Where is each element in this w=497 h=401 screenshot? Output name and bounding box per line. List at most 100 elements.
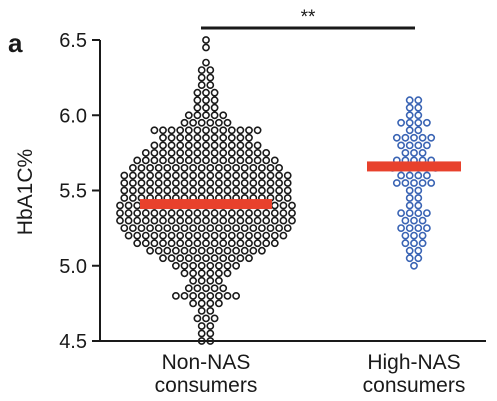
data-point bbox=[223, 261, 232, 270]
data-point bbox=[133, 216, 142, 225]
data-point bbox=[193, 209, 202, 217]
data-point bbox=[171, 179, 180, 187]
data-point bbox=[405, 224, 414, 232]
data-point bbox=[210, 111, 219, 120]
data-point bbox=[154, 224, 163, 232]
data-point bbox=[210, 284, 219, 293]
data-point bbox=[193, 231, 202, 240]
data-point bbox=[128, 186, 137, 195]
data-point bbox=[184, 111, 193, 120]
data-point bbox=[189, 299, 197, 308]
data-point bbox=[283, 171, 292, 180]
data-point bbox=[176, 141, 185, 150]
data-point bbox=[236, 156, 245, 165]
data-point bbox=[262, 209, 271, 217]
data-point bbox=[189, 224, 197, 232]
data-point bbox=[116, 201, 124, 210]
data-point bbox=[270, 209, 279, 217]
x-label-non-nas-line2: consumers bbox=[155, 374, 258, 397]
data-point bbox=[154, 186, 163, 195]
data-point bbox=[249, 246, 258, 255]
data-point bbox=[253, 156, 262, 165]
data-point bbox=[167, 156, 176, 165]
data-point bbox=[266, 224, 275, 232]
data-point bbox=[249, 179, 258, 187]
data-point bbox=[159, 209, 167, 217]
data-point bbox=[214, 299, 223, 308]
data-point bbox=[197, 291, 206, 300]
data-point bbox=[206, 299, 215, 308]
data-point bbox=[262, 156, 271, 165]
data-point bbox=[128, 194, 137, 202]
data-point bbox=[257, 179, 266, 187]
panel-label: a bbox=[8, 28, 23, 58]
data-point bbox=[240, 179, 249, 187]
y-tick-label: 5.0 bbox=[59, 256, 87, 278]
data-point bbox=[427, 133, 436, 142]
data-point bbox=[171, 171, 180, 180]
data-point bbox=[405, 246, 414, 255]
data-point bbox=[401, 239, 410, 248]
data-point bbox=[202, 58, 210, 67]
data-point bbox=[249, 186, 258, 195]
data-point bbox=[176, 209, 185, 217]
data-point bbox=[418, 239, 427, 248]
data-point bbox=[150, 216, 159, 225]
data-point bbox=[401, 133, 410, 142]
data-point bbox=[197, 66, 206, 74]
data-point bbox=[414, 209, 423, 217]
data-point bbox=[193, 216, 202, 225]
data-point bbox=[159, 254, 167, 263]
data-point bbox=[219, 133, 228, 142]
data-point bbox=[180, 163, 189, 172]
data-point bbox=[288, 209, 296, 217]
data-point bbox=[232, 186, 240, 195]
data-point bbox=[210, 156, 219, 165]
data-point bbox=[189, 269, 197, 278]
data-point bbox=[283, 186, 292, 195]
data-point bbox=[146, 224, 154, 232]
data-point bbox=[236, 239, 245, 248]
data-point bbox=[210, 141, 219, 150]
data-point bbox=[133, 201, 142, 210]
data-point bbox=[128, 163, 137, 172]
data-point bbox=[197, 269, 206, 278]
data-point bbox=[180, 224, 189, 232]
data-point bbox=[240, 224, 249, 232]
data-point bbox=[202, 133, 210, 142]
data-point bbox=[150, 126, 159, 135]
data-point bbox=[171, 186, 180, 195]
data-point bbox=[163, 179, 172, 187]
data-point bbox=[210, 231, 219, 240]
data-point bbox=[167, 133, 176, 142]
data-point bbox=[257, 171, 266, 180]
data-point bbox=[189, 291, 197, 300]
data-point bbox=[405, 96, 414, 105]
data-point bbox=[202, 209, 210, 217]
data-point bbox=[410, 239, 418, 248]
data-point bbox=[245, 254, 253, 263]
data-point bbox=[257, 246, 266, 255]
data-point bbox=[410, 179, 418, 187]
data-point bbox=[141, 148, 150, 157]
data-point bbox=[245, 148, 253, 157]
data-point bbox=[279, 216, 288, 225]
data-point bbox=[206, 118, 215, 127]
data-point bbox=[124, 201, 133, 210]
data-point bbox=[180, 269, 189, 278]
data-point bbox=[219, 156, 228, 165]
data-point bbox=[184, 156, 193, 165]
data-point bbox=[133, 156, 142, 165]
data-point bbox=[397, 171, 405, 180]
data-point bbox=[141, 209, 150, 217]
data-point bbox=[392, 179, 401, 187]
data-point bbox=[167, 148, 176, 157]
data-point bbox=[397, 209, 405, 217]
data-point bbox=[219, 231, 228, 240]
data-point bbox=[410, 148, 418, 157]
data-point bbox=[163, 246, 172, 255]
data-point bbox=[270, 239, 279, 248]
data-point bbox=[279, 201, 288, 210]
data-point bbox=[249, 163, 258, 172]
significance-stars: ** bbox=[301, 7, 316, 28]
